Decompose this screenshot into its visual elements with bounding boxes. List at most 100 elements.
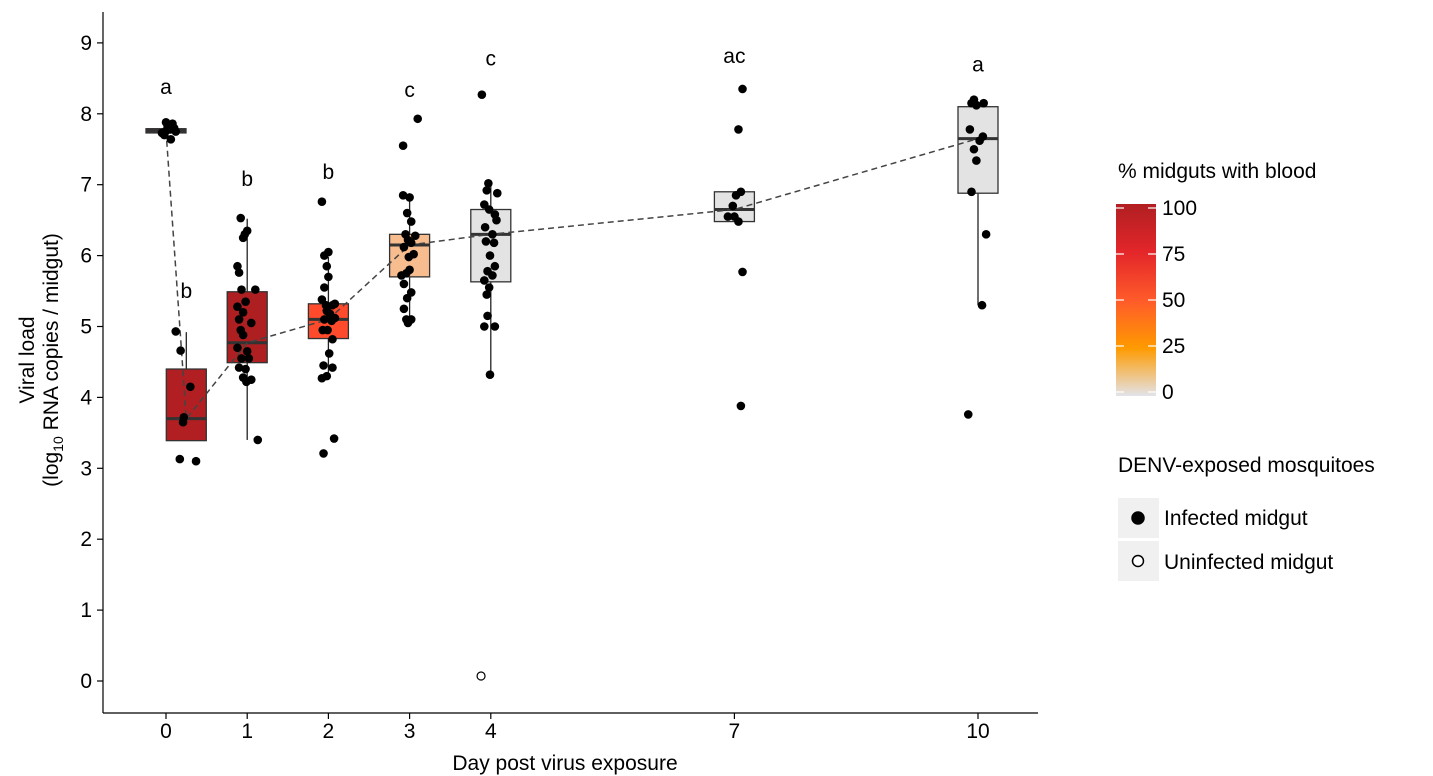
infected-point	[738, 84, 747, 94]
infected-point	[324, 272, 333, 282]
y-ticks: 0 1 2 3 4 5 6 7 8 9	[80, 32, 103, 693]
infected-point	[176, 346, 185, 355]
infected-point	[981, 230, 991, 239]
color-tick-label: 25	[1162, 335, 1185, 358]
infected-point	[483, 311, 492, 321]
infected-point	[171, 327, 181, 336]
y-axis-title-line2-post: RNA copies / midgut)	[40, 233, 63, 436]
infected-point	[731, 191, 741, 200]
y-axis-title: Viral load (log10 RNA copies / midgut)	[16, 233, 66, 487]
infected-midgut-symbol	[1131, 511, 1145, 525]
infected-point	[488, 230, 497, 239]
infected-point	[238, 308, 248, 317]
y-tick-label: 4	[80, 386, 92, 409]
infected-point	[241, 364, 250, 374]
significance-letter: c	[404, 79, 415, 102]
infected-point	[482, 186, 492, 195]
infected-point	[480, 276, 489, 285]
infected-point	[402, 293, 412, 303]
infected-point	[237, 285, 246, 294]
infected-point	[484, 178, 493, 188]
whiskers	[165, 101, 979, 440]
infected-point	[484, 283, 494, 292]
y-tick-label: 0	[80, 670, 92, 693]
x-tick-label: 3	[404, 720, 416, 743]
infected-point	[330, 299, 340, 309]
infected-point	[186, 382, 195, 392]
shape-legend-title: DENV-exposed mosquitoes	[1118, 454, 1375, 477]
infected-point	[329, 434, 339, 443]
infected-point	[322, 261, 332, 271]
infected-point	[979, 98, 988, 108]
infected-point	[965, 125, 975, 134]
significance-letter: c	[486, 48, 497, 71]
box-day-0	[165, 368, 207, 442]
median-trend-line	[165, 130, 979, 421]
infected-point	[489, 238, 499, 248]
infected-point	[492, 188, 502, 198]
significance-letter: b	[323, 161, 335, 184]
infected-point	[492, 215, 501, 225]
color-tick-label: 100	[1162, 197, 1197, 220]
x-tick-label: 4	[485, 720, 497, 743]
infected-point	[405, 193, 414, 202]
infected-point	[320, 283, 329, 292]
infected-point	[975, 136, 984, 146]
x-tick-label: 2	[323, 720, 335, 743]
significance-letter: a	[972, 53, 984, 76]
infected-point	[403, 318, 413, 328]
infected-point	[238, 233, 248, 243]
color-tick-label: 50	[1162, 289, 1185, 312]
infected-point	[488, 271, 497, 280]
y-axis-title-line1: Viral load	[16, 316, 39, 403]
infected-point	[166, 135, 176, 144]
significance-letter: ac	[723, 45, 745, 68]
infected-point	[246, 318, 256, 328]
infected-point	[734, 125, 743, 134]
infected-point	[319, 449, 328, 458]
infected-point	[972, 156, 981, 165]
color-tick-label: 75	[1162, 243, 1185, 266]
infected-point	[175, 454, 185, 464]
trend-line	[165, 130, 979, 421]
infected-point	[399, 242, 409, 252]
y-tick-label: 8	[80, 103, 92, 126]
x-tick-label: 10	[966, 720, 989, 743]
uninfected-point	[476, 671, 486, 681]
infected-point	[963, 410, 973, 419]
infected-point	[244, 354, 254, 363]
infected-point	[323, 325, 332, 335]
infected-point	[410, 231, 420, 241]
infected-point	[328, 363, 337, 372]
infected-point	[398, 191, 408, 200]
infected-point	[330, 313, 340, 323]
infected-point	[238, 330, 248, 340]
infected-point	[484, 205, 494, 214]
y-tick-label: 9	[80, 32, 92, 55]
infected-point	[723, 212, 733, 221]
infected-point	[399, 304, 409, 314]
significance-letters: a b b b c c ac a	[160, 45, 984, 303]
infected-point	[404, 252, 414, 262]
infected-point	[242, 226, 252, 236]
color-legend: % midguts with blood 0 25 50 75 100	[1116, 160, 1316, 404]
infected-point	[160, 130, 169, 140]
y-tick-label: 1	[80, 599, 92, 622]
x-tick-label: 7	[729, 720, 741, 743]
y-axis-title-subscript: 10	[50, 436, 66, 452]
infected-point	[967, 187, 976, 197]
infected-point	[328, 334, 337, 344]
infected-point	[402, 208, 412, 218]
infected-point	[233, 343, 242, 353]
infected-point	[251, 285, 260, 294]
infected-point	[171, 127, 181, 136]
legend-label-uninfected: Uninfected midgut	[1164, 551, 1333, 574]
infected-point	[234, 268, 244, 277]
infected-point	[317, 197, 327, 207]
infected-point	[728, 201, 738, 211]
infected-point	[972, 100, 981, 110]
infected-point	[324, 349, 334, 358]
infected-point	[242, 377, 251, 387]
y-axis-title-line2: (log10 RNA copies / midgut)	[40, 233, 66, 487]
infected-point	[233, 302, 242, 311]
